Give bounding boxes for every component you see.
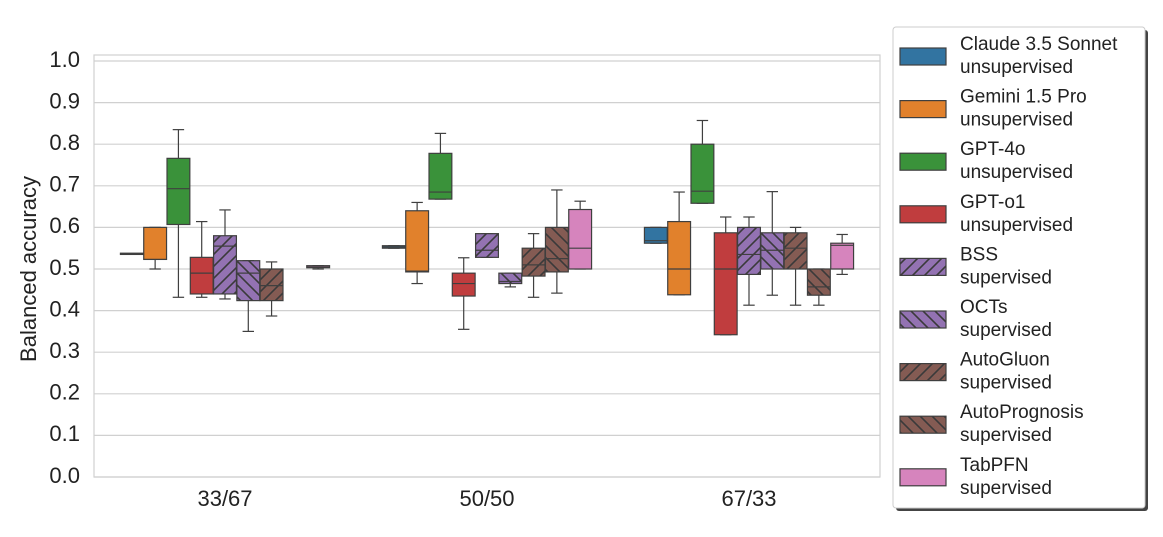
y-tick-label: 0.2	[49, 380, 80, 405]
legend-label: GPT-4o	[960, 139, 1025, 160]
legend-label: unsupervised	[960, 215, 1073, 236]
box	[713, 232, 738, 336]
plot-frame	[93, 54, 881, 478]
box	[451, 272, 476, 297]
legend-swatch	[899, 310, 947, 329]
box	[568, 208, 593, 270]
box	[690, 143, 715, 204]
box	[212, 235, 238, 295]
y-tick-label: 0.9	[49, 88, 80, 113]
legend-swatch	[899, 205, 947, 224]
y-tick-label: 0.0	[49, 463, 80, 488]
y-tick-label: 0.3	[49, 338, 80, 363]
legend-label: BSS	[960, 244, 998, 265]
y-tick-label: 0.4	[49, 296, 80, 321]
box	[806, 268, 831, 296]
y-tick-label: 0.1	[49, 421, 80, 446]
legend-label: OCTs	[960, 297, 1008, 318]
legend-label: supervised	[960, 373, 1052, 394]
box	[544, 226, 569, 273]
y-tick-label: 0.7	[49, 172, 80, 197]
legend-swatch	[899, 152, 947, 171]
box	[166, 157, 191, 226]
box	[830, 242, 855, 270]
legend-label: unsupervised	[960, 162, 1073, 183]
x-tick-label: 33/67	[197, 486, 252, 511]
box	[428, 152, 453, 200]
box	[259, 268, 284, 302]
legend-label: TabPFN	[960, 455, 1029, 476]
legend-swatch	[899, 468, 947, 487]
box	[736, 226, 762, 276]
box	[474, 233, 500, 258]
y-tick-label: 1.0	[49, 47, 80, 72]
box	[498, 272, 523, 285]
box	[783, 232, 808, 270]
legend-label: Claude 3.5 Sonnet	[960, 34, 1118, 55]
box	[143, 226, 168, 261]
box	[236, 260, 261, 302]
legend-label: unsupervised	[960, 110, 1073, 131]
x-tick-label: 50/50	[459, 486, 514, 511]
y-tick-label: 0.8	[49, 130, 80, 155]
legend-swatch	[899, 363, 947, 382]
legend-label: supervised	[960, 478, 1052, 499]
legend-label: supervised	[960, 267, 1052, 288]
legend-label: GPT-o1	[960, 192, 1025, 213]
y-axis-label: Balanced accuracy	[16, 176, 41, 362]
legend-label: AutoGluon	[960, 350, 1050, 371]
x-tick-label: 67/33	[721, 486, 776, 511]
box	[405, 210, 430, 273]
legend-swatch	[899, 99, 947, 119]
legend-swatch	[899, 47, 947, 66]
legend-frame	[892, 26, 1146, 509]
box	[189, 256, 214, 295]
legend-label: AutoPrognosis	[960, 402, 1084, 423]
legend-label: unsupervised	[960, 57, 1073, 78]
legend-swatch	[899, 257, 947, 276]
box	[667, 220, 692, 296]
y-tick-label: 0.5	[49, 255, 80, 280]
y-tick-label: 0.6	[49, 213, 80, 238]
box	[760, 232, 785, 270]
legend-label: Gemini 1.5 Pro	[960, 87, 1087, 108]
box	[521, 247, 546, 277]
legend-label: supervised	[960, 320, 1052, 341]
legend-swatch	[899, 415, 947, 434]
legend-label: supervised	[960, 425, 1052, 446]
